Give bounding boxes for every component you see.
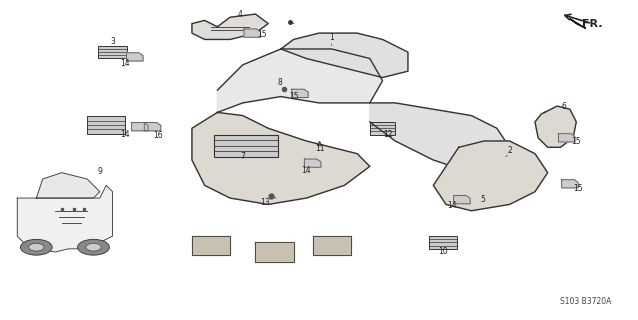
Bar (370, 122, 395, 135)
Bar (98, 46, 127, 59)
Polygon shape (570, 19, 586, 28)
Polygon shape (218, 49, 383, 112)
Text: 16: 16 (153, 131, 163, 140)
Circle shape (20, 239, 52, 255)
Polygon shape (370, 103, 510, 173)
Text: FR.: FR. (582, 19, 602, 28)
Circle shape (78, 239, 109, 255)
Polygon shape (126, 53, 143, 61)
Text: 7: 7 (241, 152, 245, 161)
Polygon shape (192, 112, 370, 204)
Polygon shape (304, 159, 321, 167)
Text: 14: 14 (448, 202, 457, 211)
Bar (429, 236, 457, 249)
Polygon shape (281, 33, 408, 77)
Text: 12: 12 (383, 130, 392, 139)
Polygon shape (558, 134, 575, 142)
Text: 11: 11 (316, 144, 325, 153)
Polygon shape (433, 141, 547, 211)
Polygon shape (36, 173, 100, 198)
Text: S103 B3720A: S103 B3720A (560, 297, 611, 306)
Text: 14: 14 (302, 166, 311, 175)
Text: 15: 15 (572, 137, 581, 146)
Bar (214, 135, 278, 157)
Polygon shape (244, 29, 260, 37)
Text: 2: 2 (507, 146, 512, 155)
Text: 6: 6 (561, 101, 566, 111)
Text: 14: 14 (121, 59, 130, 68)
Text: 4: 4 (237, 10, 242, 19)
Polygon shape (192, 14, 268, 39)
Text: 9: 9 (98, 167, 102, 176)
Polygon shape (535, 106, 576, 147)
Polygon shape (313, 236, 351, 255)
Text: 10: 10 (438, 247, 448, 257)
Polygon shape (17, 185, 112, 252)
Polygon shape (561, 180, 578, 188)
Polygon shape (255, 243, 293, 261)
Polygon shape (454, 196, 470, 204)
Text: 15: 15 (257, 29, 267, 39)
Text: 8: 8 (278, 78, 282, 87)
Bar (87, 116, 125, 134)
Text: 1: 1 (329, 33, 334, 42)
Text: 13: 13 (260, 198, 270, 207)
Circle shape (86, 244, 101, 251)
Text: 15: 15 (574, 184, 583, 193)
Polygon shape (292, 89, 308, 98)
Text: 3: 3 (110, 36, 115, 45)
Polygon shape (192, 236, 230, 255)
Text: 15: 15 (289, 92, 299, 101)
Circle shape (29, 244, 44, 251)
Polygon shape (131, 123, 148, 131)
Polygon shape (144, 123, 161, 131)
Text: 14: 14 (121, 130, 130, 139)
Text: 5: 5 (480, 195, 486, 204)
